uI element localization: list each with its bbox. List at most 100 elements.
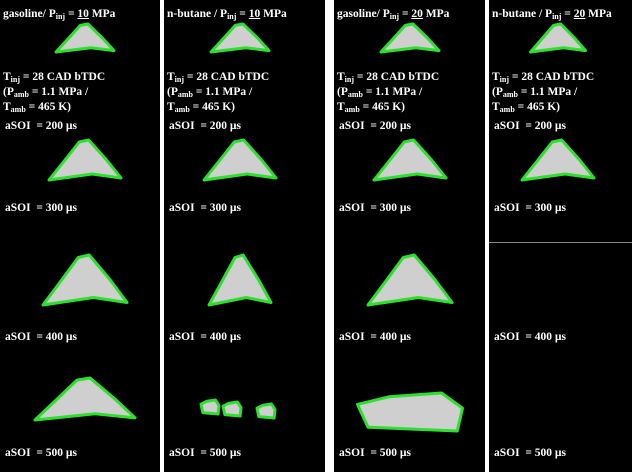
time-label: aSOI = 300 µs [5,202,77,214]
cond-rest: = 28 CAD bTDC [509,71,595,83]
time-label: aSOI = 400 µs [494,331,566,343]
cond-rest: = 465 K) [359,101,405,113]
cond-rest: = 465 K) [25,101,71,113]
condition-line: (Pamb = 1.1 MPa / [167,86,252,101]
pressure-value: 10 [77,8,89,20]
time-label: aSOI = 400 µs [169,331,241,343]
time-label: aSOI = 200 µs [494,120,566,132]
pressure-sub: inj [227,12,237,21]
cond-pre: T [167,71,175,83]
cond-sub: amb [13,90,29,99]
condition-line: (Pamb = 1.1 MPa / [337,86,422,101]
pressure-unit: MPa [422,8,450,20]
cond-rest: = 1.1 MPa / [362,86,423,98]
time-label: aSOI = 400 µs [339,331,411,343]
cond-pre: T [337,71,345,83]
time-label: aSOI = 200 µs [339,120,411,132]
spray [33,376,137,422]
cond-rest: = 28 CAD bTDC [354,71,440,83]
pressure-unit: MPa [585,8,612,20]
time-label: aSOI = 300 µs [494,202,566,214]
spray [529,22,587,54]
time-label: aSOI = 300 µs [339,202,411,214]
spray [356,391,464,433]
condition-line: Tinj = 28 CAD bTDC [167,71,269,86]
pressure-symbol: P [382,8,390,20]
condition-line: Tamb = 465 K) [167,101,235,116]
time-label: aSOI = 500 µs [339,447,411,459]
cond-rest: = 28 CAD bTDC [20,71,106,83]
cond-pre: (P [3,86,14,98]
spray [221,400,243,418]
time-label: aSOI = 400 µs [5,331,77,343]
pressure-unit: MPa [88,8,116,20]
cond-sub: amb [502,90,518,99]
time-label: aSOI = 300 µs [169,202,241,214]
cond-sub: amb [177,90,193,99]
cond-pre: (P [492,86,503,98]
fuel: n-butane / [492,8,543,20]
image-column [334,0,485,472]
pressure-symbol: P [48,8,56,20]
condition-line: (Pamb = 1.1 MPa / [3,86,88,101]
spray [54,22,116,54]
condition-line: Tamb = 465 K) [492,101,560,116]
cond-pre: T [167,101,175,113]
time-label: aSOI = 500 µs [5,447,77,459]
pressure-eq: = [65,8,78,20]
cond-sub: amb [347,90,363,99]
cond-sub: inj [174,75,185,84]
cond-sub: amb [10,105,26,114]
cond-sub: inj [344,75,355,84]
pressure-sub: inj [389,12,400,21]
condition-line: Tinj = 28 CAD bTDC [3,71,105,86]
spray [47,138,123,182]
cond-sub: inj [10,75,21,84]
condition-line: Tinj = 28 CAD bTDC [337,71,439,86]
cond-pre: T [337,101,345,113]
spray [255,402,277,420]
pressure-value: 20 [573,8,586,20]
time-label: aSOI = 200 µs [5,120,77,132]
condition-line: Tinj = 28 CAD bTDC [492,71,594,86]
condition-line: Tamb = 465 K) [337,101,405,116]
spray [209,22,271,54]
condition-line: Tamb = 465 K) [3,101,71,116]
fuel: n-butane / [167,8,218,20]
spray [199,398,221,416]
pressure-unit: MPa [260,8,287,20]
fuel: gasoline/ [337,8,380,20]
condition-line: (Pamb = 1.1 MPa / [492,86,577,101]
spray [366,253,454,307]
time-label: aSOI = 500 µs [169,447,241,459]
cond-rest: = 1.1 MPa / [28,86,89,98]
cond-sub: amb [499,105,515,114]
pressure-symbol: P [220,8,228,20]
spray [207,253,273,307]
cond-pre: T [492,101,500,113]
pressure-sub: inj [55,12,66,21]
image-column [489,0,632,472]
cond-pre: T [3,101,11,113]
pressure-value: 10 [248,8,261,20]
cond-rest: = 465 K) [514,101,560,113]
fuel: gasoline/ [3,8,46,20]
time-label: aSOI = 500 µs [494,447,566,459]
cond-pre: T [492,71,500,83]
spray [379,22,441,54]
cond-rest: = 1.1 MPa / [192,86,253,98]
spray [520,138,596,182]
column-header: gasoline/ Pinj = 20 MPa [337,8,449,23]
pressure-sub: inj [552,12,562,21]
cond-rest: = 1.1 MPa / [517,86,578,98]
pressure-value: 20 [411,8,423,20]
cond-sub: amb [174,105,190,114]
spray [372,138,448,182]
image-column [164,0,325,472]
cond-sub: inj [499,75,510,84]
spray [202,138,278,182]
cond-pre: (P [167,86,178,98]
cond-sub: amb [344,105,360,114]
